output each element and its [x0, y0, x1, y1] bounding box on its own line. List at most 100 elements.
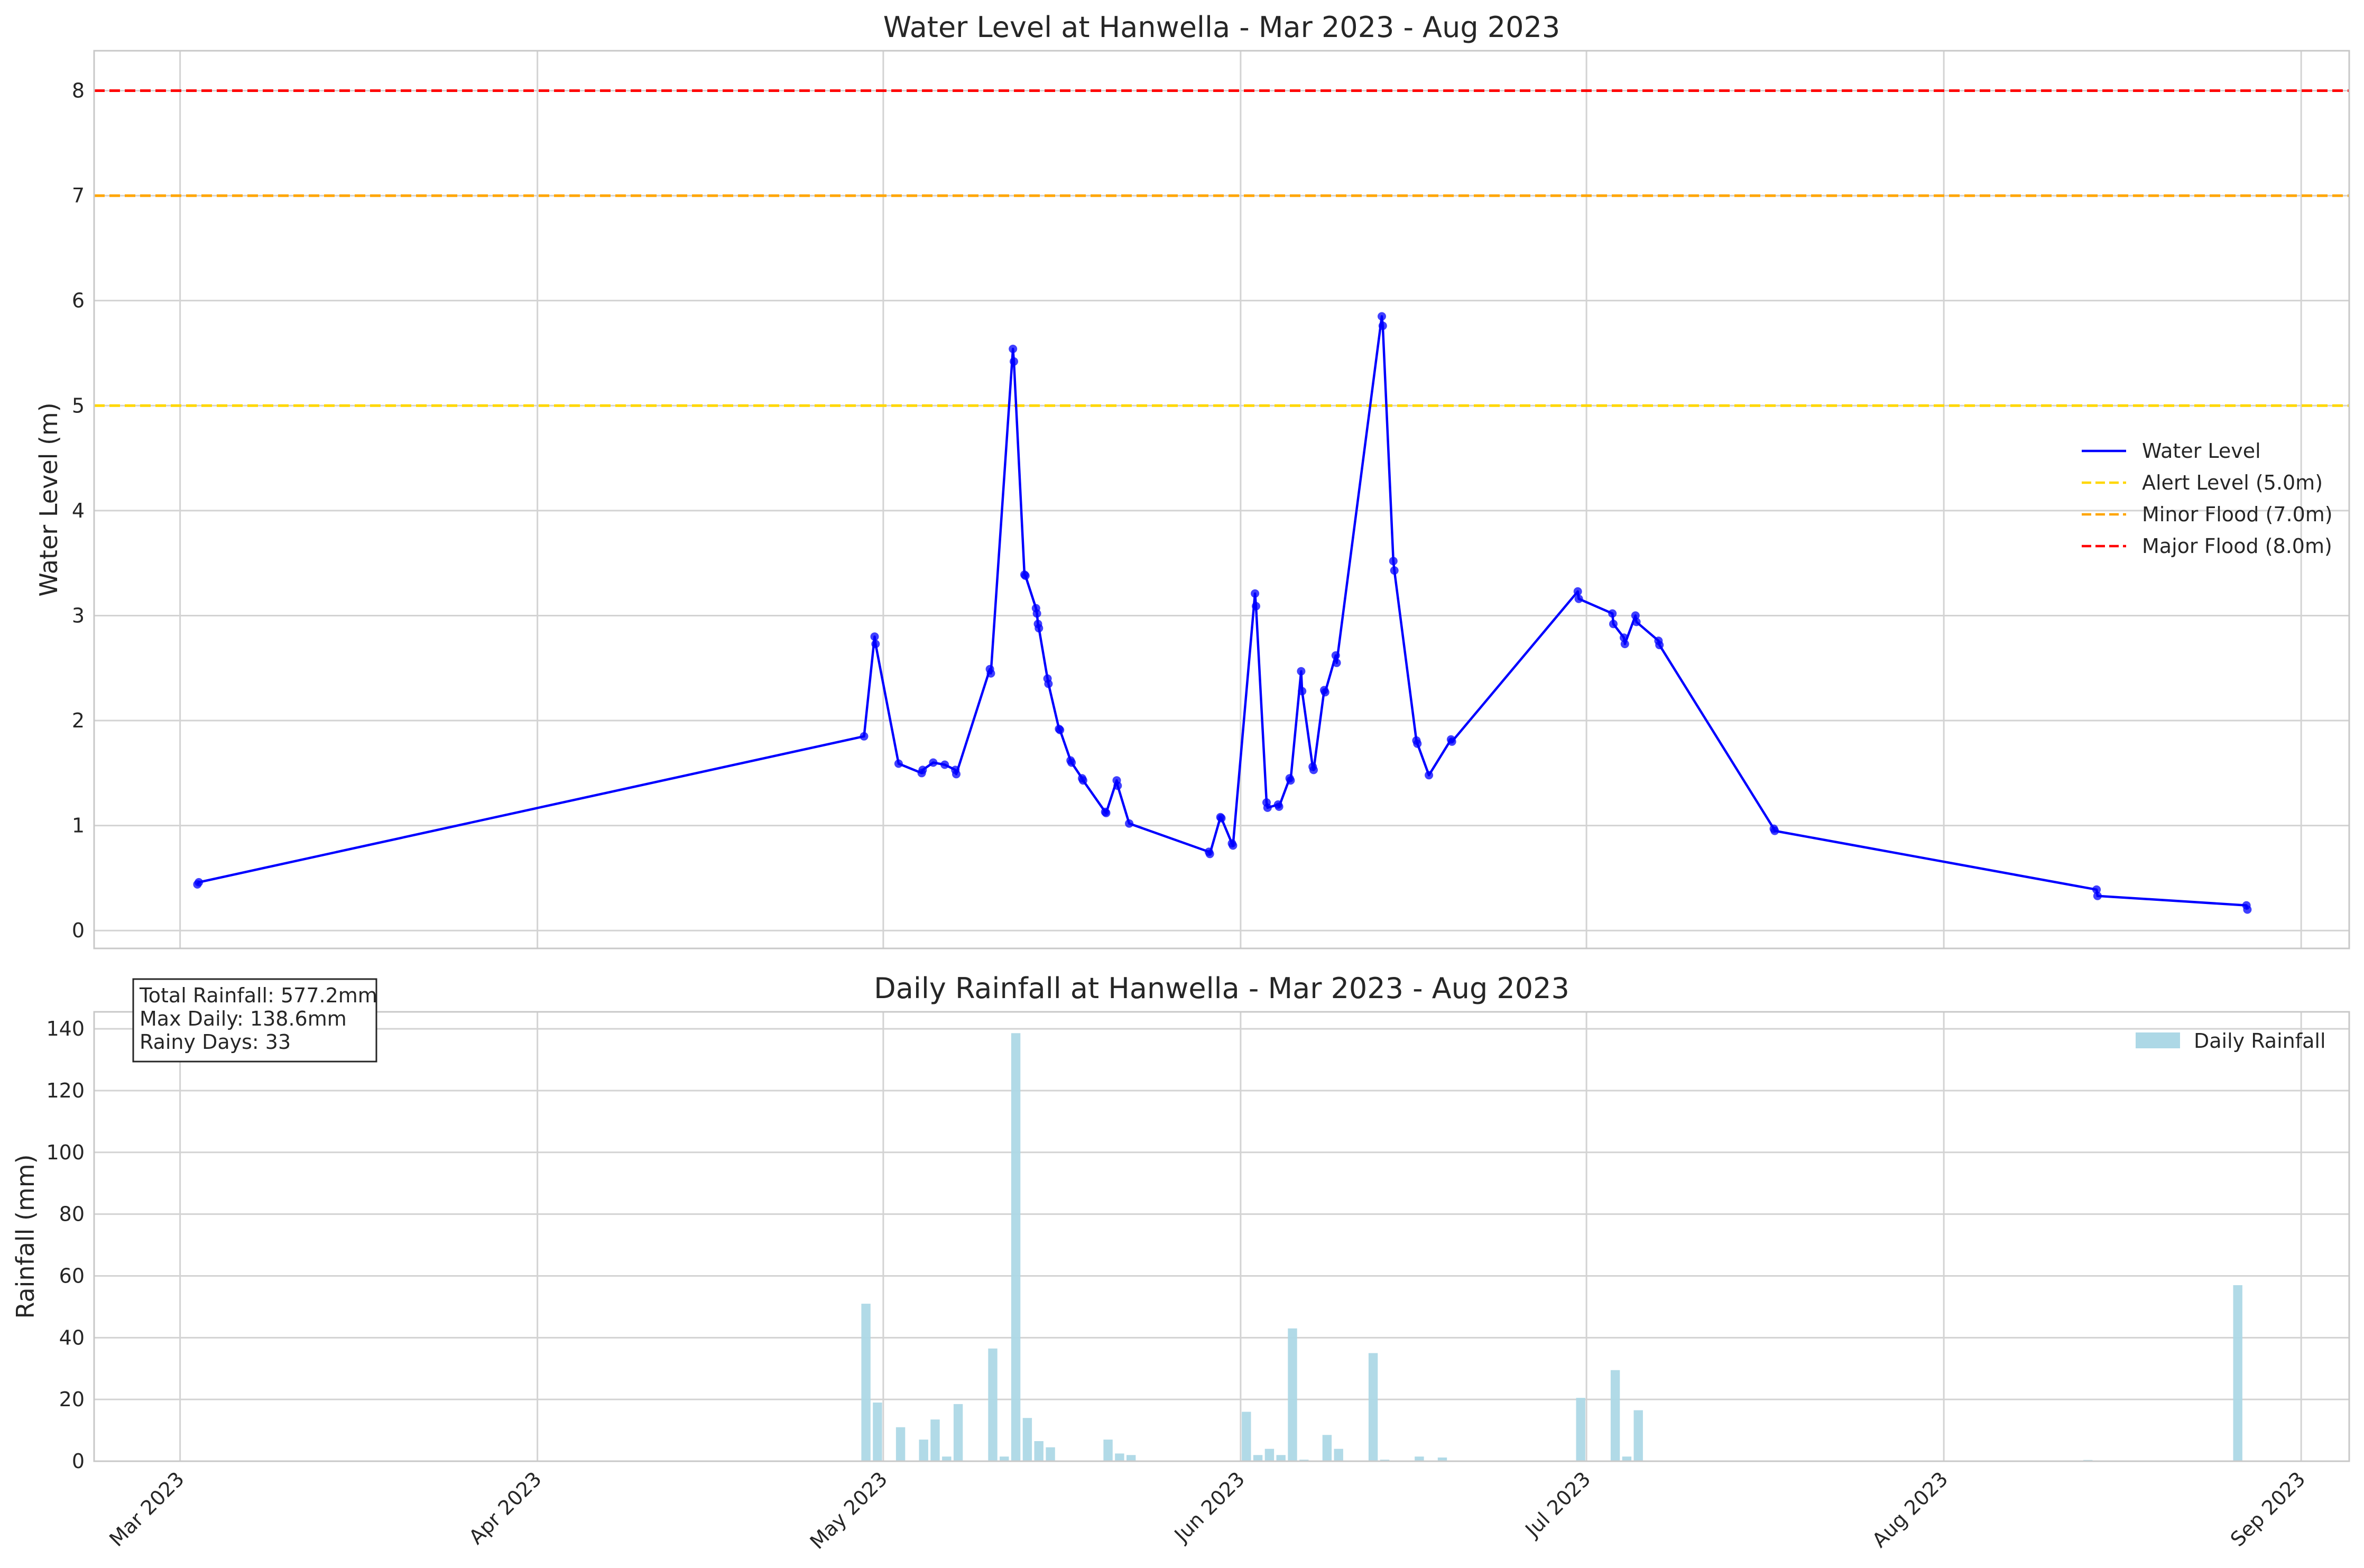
- stats-rainy-days: Rainy Days: 33: [140, 1030, 291, 1054]
- rainfall-bar: [1242, 1412, 1251, 1461]
- rainfall-bar: [1022, 1418, 1032, 1461]
- x-tick-label: Apr 2023: [465, 1467, 547, 1549]
- water-level-line: [196, 315, 2249, 910]
- water-level-point: [1205, 850, 1214, 859]
- rainfall-bar: [953, 1404, 963, 1461]
- rainfall-bar: [1264, 1449, 1275, 1461]
- x-tick-label: Aug 2023: [1868, 1467, 1953, 1552]
- water-level-point: [1078, 776, 1087, 785]
- water-level-point: [1252, 602, 1260, 611]
- rainfall-bar: [1253, 1455, 1263, 1461]
- water-level-point: [195, 878, 204, 887]
- water-level-point: [1032, 609, 1041, 618]
- water-level-point: [1332, 658, 1341, 667]
- rainfall-y-axis-label: Rainfall (mm): [11, 1154, 40, 1318]
- legend-label-minor-flood: Minor Flood (7.0m): [2142, 503, 2333, 526]
- water-level-point: [871, 640, 880, 649]
- rainfall-bar: [930, 1419, 940, 1461]
- water-level-point: [894, 759, 903, 768]
- water-level-point: [1021, 571, 1030, 580]
- rainfall-bar: [1034, 1441, 1044, 1461]
- rainfall-bar: [1115, 1453, 1124, 1461]
- water-level-point: [1770, 826, 1779, 835]
- water-level-point: [1286, 776, 1295, 785]
- rainfall-bar: [1622, 1456, 1632, 1461]
- rainfall-bar: [1103, 1440, 1113, 1461]
- water-level-point: [1009, 345, 1018, 353]
- water-level-point: [870, 632, 879, 641]
- rainfall-bar: [1046, 1447, 1055, 1461]
- water-level-point: [1035, 624, 1044, 633]
- rainfall-bar: [895, 1427, 906, 1461]
- water-level-point: [952, 770, 961, 779]
- rainfall-bar: [942, 1456, 952, 1461]
- water-level-point: [1113, 781, 1122, 790]
- legend-label-water-level: Water Level: [2142, 439, 2261, 463]
- water-level-point: [1608, 609, 1617, 618]
- stats-max-daily: Max Daily: 138.6mm: [140, 1007, 347, 1030]
- water-level-point: [1309, 765, 1318, 774]
- water-level-point: [1413, 739, 1422, 748]
- rainfall-bar: [1633, 1410, 1643, 1461]
- water-level-y-tick-label: 1: [72, 814, 85, 837]
- rainfall-legend: Daily Rainfall: [2136, 1029, 2326, 1053]
- rainfall-bar: [1437, 1458, 1447, 1461]
- rainfall-bar: [1011, 1033, 1021, 1461]
- rainfall-bar: [873, 1403, 882, 1461]
- water-level-point: [1620, 640, 1629, 649]
- legend-label-major-flood: Major Flood (8.0m): [2142, 534, 2332, 558]
- water-level-point: [1631, 611, 1640, 620]
- rainfall-chart: 0 20 40 60 80 100 120 140 Mar 2023 Apr 2023 May 2…: [11, 972, 2350, 1554]
- rainfall-y-tick-label: 80: [59, 1203, 85, 1226]
- water-level-point: [1609, 620, 1618, 629]
- rainfall-bar: [1610, 1370, 1620, 1461]
- rainfall-bar: [919, 1440, 928, 1461]
- stats-box-frame: [132, 978, 377, 1063]
- rainfall-bar: [1322, 1435, 1332, 1461]
- water-level-point: [1378, 321, 1387, 330]
- water-level-y-tick-label: 5: [72, 394, 85, 417]
- water-level-y-tick-label: 6: [72, 289, 85, 312]
- rainfall-stats-box: Total Rainfall: 577.2mm Max Daily: 138.6…: [132, 978, 377, 1063]
- rainfall-title: Daily Rainfall at Hanwella - Mar 2023 - …: [874, 972, 1569, 1005]
- water-level-y-tick-label: 7: [72, 184, 85, 207]
- water-level-point: [1102, 808, 1111, 817]
- water-level-point: [1298, 687, 1307, 696]
- date-x-ticks: Mar 2023 Apr 2023 May 2023 Jun 2023 Jul 2023…: [105, 1467, 2310, 1554]
- water-level-point: [1573, 587, 1582, 596]
- rainfall-y-tick-label: 0: [72, 1450, 85, 1473]
- rainfall-bar: [1288, 1328, 1297, 1461]
- rainfall-bar: [2233, 1285, 2242, 1461]
- x-tick-label: Jun 2023: [1169, 1467, 1249, 1547]
- water-level-point: [1425, 771, 1434, 780]
- rainfall-y-tick-label: 120: [46, 1079, 85, 1102]
- rainfall-bars: [861, 1033, 2242, 1461]
- x-tick-label: Jul 2023: [1520, 1467, 1595, 1542]
- rainfall-bar: [1126, 1455, 1136, 1461]
- water-level-point: [1655, 641, 1664, 650]
- rainfall-y-ticks: 0 20 40 60 80 100 120 140: [46, 1017, 85, 1473]
- water-level-point: [1044, 679, 1053, 688]
- water-level-point: [1574, 594, 1583, 603]
- water-level-point: [1125, 819, 1134, 828]
- water-level-point: [918, 765, 927, 774]
- water-level-point: [1263, 803, 1272, 812]
- rainfall-y-tick-label: 60: [59, 1264, 85, 1287]
- x-tick-label: Mar 2023: [105, 1467, 189, 1551]
- legend-label-daily-rainfall: Daily Rainfall: [2194, 1029, 2326, 1053]
- rainfall-bar: [1000, 1456, 1009, 1461]
- water-level-point: [1217, 814, 1226, 823]
- rainfall-bar: [861, 1304, 871, 1461]
- rainfall-frame: [93, 1011, 2350, 1462]
- rainfall-grid: [94, 1012, 2349, 1462]
- rainfall-y-tick-label: 40: [59, 1326, 85, 1349]
- water-level-point: [986, 669, 995, 678]
- water-level-chart: 0 1 2 3 4 5 6 7 8 Water Level at Hanwella - Mar …: [34, 11, 2350, 949]
- water-level-y-tick-label: 0: [72, 919, 85, 942]
- rainfall-bar: [1334, 1449, 1343, 1461]
- water-level-y-ticks: 0 1 2 3 4 5 6 7 8: [72, 79, 85, 942]
- water-level-point: [1067, 758, 1076, 767]
- water-level-point: [2243, 905, 2252, 914]
- x-tick-label: Sep 2023: [2226, 1467, 2310, 1551]
